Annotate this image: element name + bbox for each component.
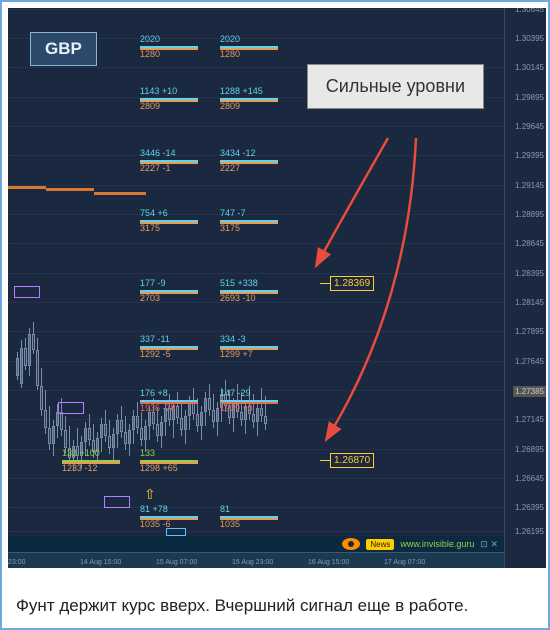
price-axis: 1.30645 1.30395 1.30145 1.29895 1.29645 1.293… [504,8,546,568]
up-arrow-icon: ⇧ [144,486,156,503]
level-label-bot: 2809 [140,102,160,111]
y-tick: 1.28145 [515,298,544,307]
close-icon[interactable]: ⊡ ✕ [480,539,498,550]
x-tick: 14 Aug 15:00 [80,559,121,566]
y-tick: 1.30395 [515,34,544,43]
level-label-bot: 1280 [220,50,240,59]
level-label-bot: 1233 -12 [62,464,98,473]
level-label-top: 3434 -12 [220,149,256,158]
y-tick: 1.30645 [515,8,544,14]
level-label-top: 337 -11 [140,335,170,344]
level-label-top: 133 [140,449,155,458]
level-label-bot: 2227 [220,164,240,173]
y-tick: 1.30145 [515,63,544,72]
x-tick: 15 Aug 07:00 [156,559,197,566]
level-label-bot: 2693 -10 [220,294,256,303]
x-tick: 16 Aug 15:00 [308,559,349,566]
status-bar: News www.invisible.guru ⊡ ✕ [8,536,504,552]
level-label-bot: 1292 -5 [140,350,171,359]
y-tick: 1.29645 [515,122,544,131]
level-label-top: 2020 [140,35,160,44]
level-label-top: 1288 +145 [220,87,263,96]
level-label-top: 3446 -14 [140,149,176,158]
price-marker: 1.26870 [330,453,374,468]
x-tick: 17 Aug 07:00 [384,559,425,566]
root-frame: 2020 1280 2020 1280 1143 +10 2809 1288 +145 280… [0,0,550,630]
y-tick: 1.27645 [515,357,544,366]
level-label-bot: 1035 [220,520,240,529]
level-label-bot: 1936 -78 [140,404,176,413]
level-label-bot: 2703 [140,294,160,303]
chart-inner: 2020 1280 2020 1280 1143 +10 2809 1288 +145 280… [8,8,546,568]
time-axis: 23:00 14 Aug 15:00 15 Aug 07:00 15 Aug 23:0… [8,552,504,568]
level-label-bot: 2809 [220,102,240,111]
level-label-top: 1143 +10 [140,87,177,96]
ticker-badge: GBP [30,32,97,66]
y-tick: 1.26645 [515,474,544,483]
level-label-top: 754 +6 [140,209,168,218]
level-label-bot: 2227 -1 [140,164,171,173]
x-tick: 23:00 [8,559,26,566]
price-marker: 1.28369 [330,276,374,291]
level-label-top: 176 +8 [140,389,168,398]
level-label-top: 515 +338 [220,279,258,288]
level-label-bot: 1298 +65 [140,464,178,473]
x-tick: 15 Aug 23:00 [232,559,273,566]
eye-icon[interactable] [342,538,360,550]
level-label-bot: 1939 +3 [220,404,253,413]
news-badge[interactable]: News [366,539,394,550]
level-label-top: 334 -3 [220,335,246,344]
site-link[interactable]: www.invisible.guru [400,539,474,549]
level-label-top: 747 -7 [220,209,246,218]
y-tick: 1.28895 [515,210,544,219]
callout-box: Сильные уровни [307,64,484,109]
y-tick: 1.26395 [515,503,544,512]
current-price-badge: 1.27385 [513,386,546,397]
level-label-top: 81 [220,505,230,514]
level-label-top: 2020 [220,35,240,44]
caption-text: Фунт держит курс вверх. Вчершний сигнал … [16,595,534,618]
y-tick: 1.29145 [515,181,544,190]
level-label-top: 133 +100 [62,449,100,458]
y-tick: 1.26895 [515,445,544,454]
level-label-bot: 1280 [140,50,160,59]
level-label-top: 177 -9 [140,279,166,288]
y-tick: 1.29895 [515,93,544,102]
level-label-bot: 1035 -6 [140,520,171,529]
level-label-bot: 3175 [140,224,160,233]
y-tick: 1.27145 [515,415,544,424]
y-tick: 1.27895 [515,327,544,336]
y-tick: 1.28395 [515,269,544,278]
level-label-top: 81 +78 [140,505,168,514]
y-tick: 1.26195 [515,527,544,536]
level-label-bot: 1299 +7 [220,350,253,359]
level-label-bot: 3175 [220,224,240,233]
y-tick: 1.29395 [515,151,544,160]
chart-area[interactable]: 2020 1280 2020 1280 1143 +10 2809 1288 +145 280… [8,8,546,568]
y-tick: 1.28645 [515,239,544,248]
level-label-top: 147 -29 [220,389,251,398]
